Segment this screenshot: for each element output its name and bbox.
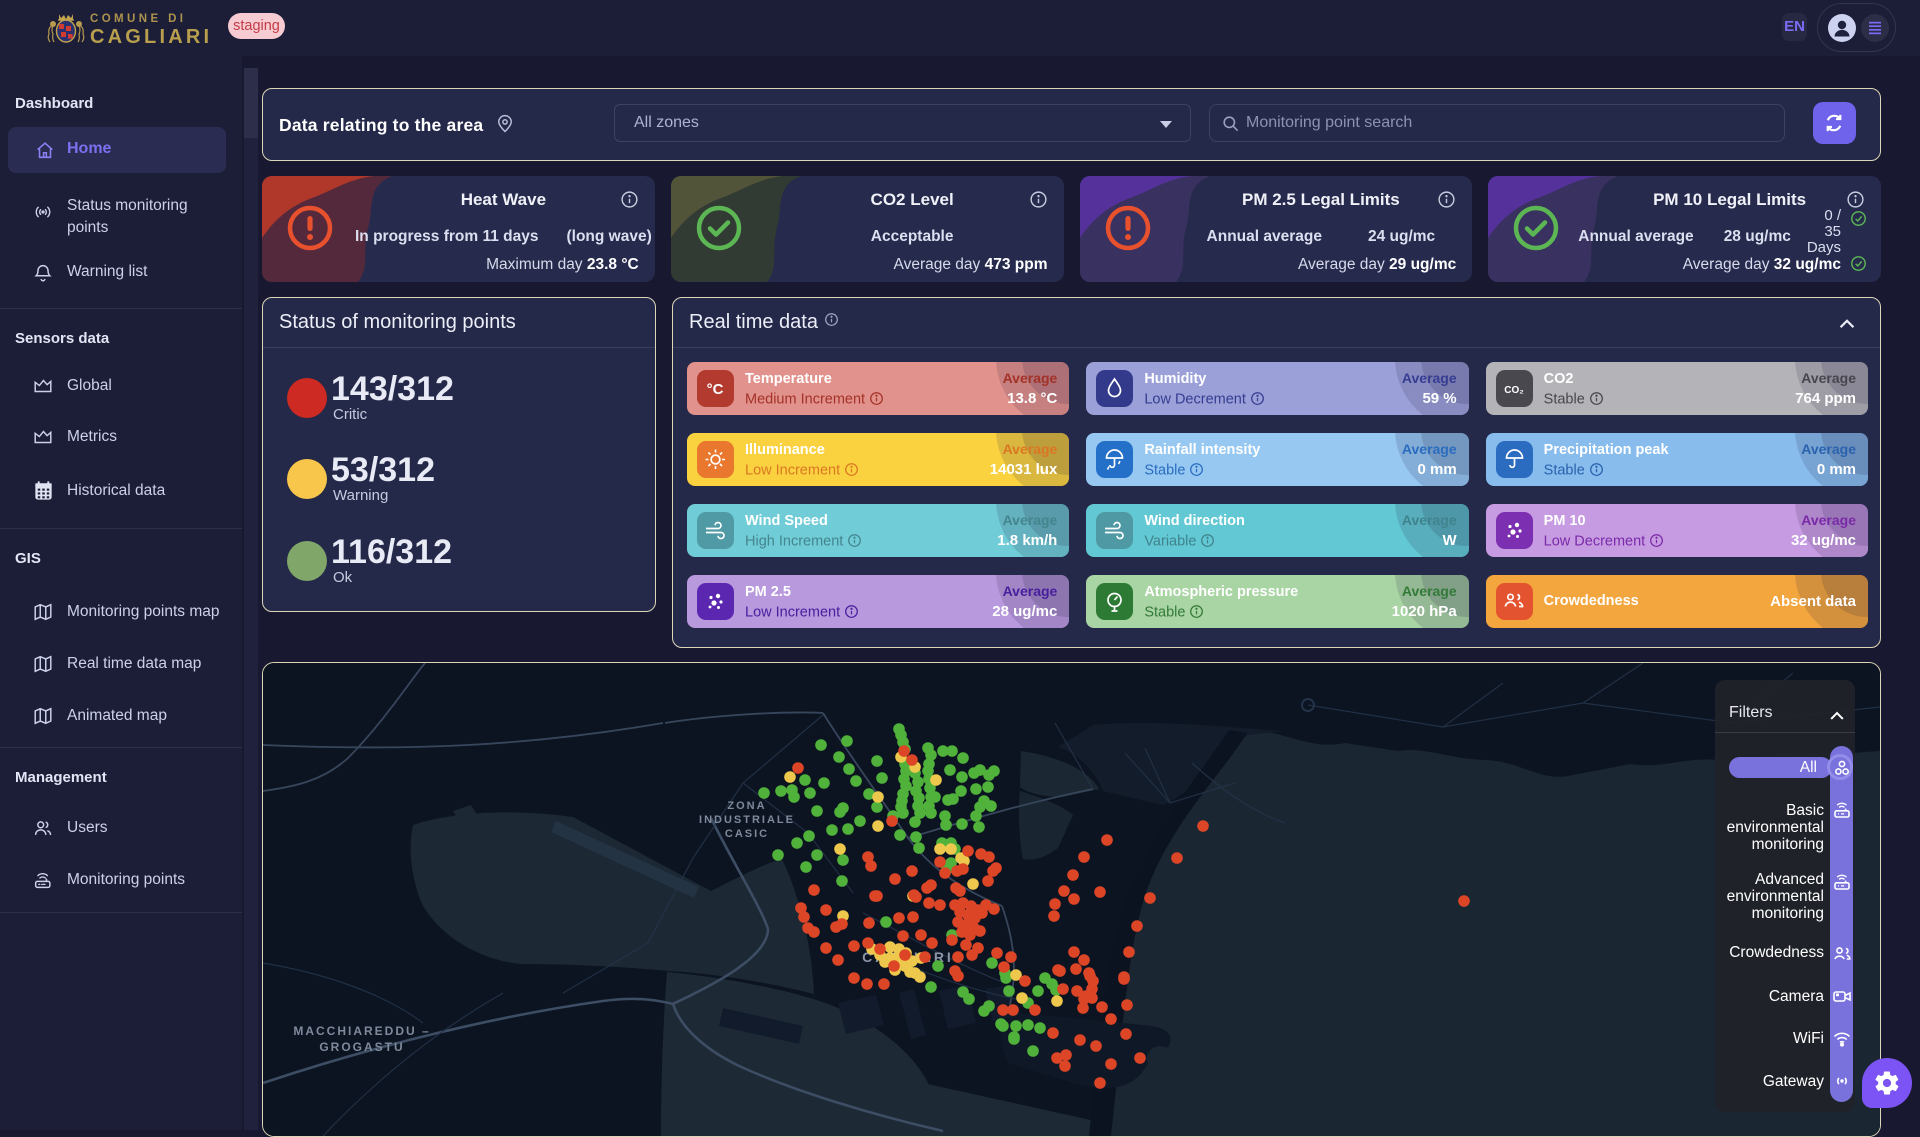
svg-text:CASIC: CASIC — [725, 828, 769, 840]
svg-text:°C: °C — [707, 381, 724, 398]
svg-text:CO₂: CO₂ — [1504, 385, 1523, 396]
svg-text:MACCHIAREDDU –: MACCHIAREDDU – — [293, 1024, 430, 1038]
svg-text:INDUSTRIALE: INDUSTRIALE — [699, 814, 795, 826]
svg-text:GROGASTU: GROGASTU — [319, 1040, 404, 1054]
svg-text:ZONA: ZONA — [727, 800, 766, 812]
